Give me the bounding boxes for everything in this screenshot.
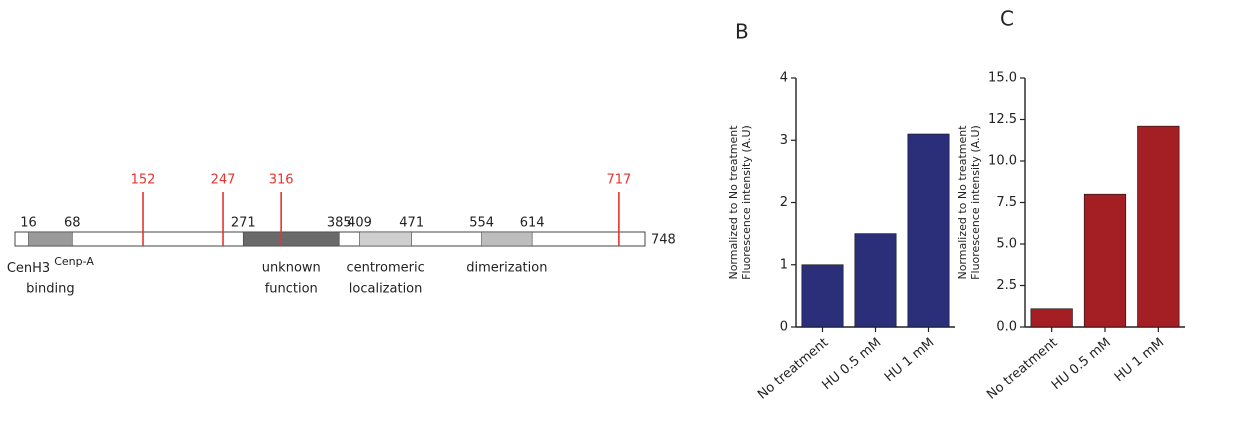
y-tick-label: 1 xyxy=(780,257,788,272)
panel-label: C xyxy=(1000,7,1014,31)
bar xyxy=(1083,193,1127,328)
y-tick-label: 2.5 xyxy=(996,278,1017,293)
domain-start-label: 554 xyxy=(469,216,494,231)
domain-end-label: 614 xyxy=(520,216,545,231)
y-tick-label: 3 xyxy=(780,133,788,148)
domain-label-sup: Cenp-A xyxy=(54,255,94,268)
x-tick-label: No treatment xyxy=(984,335,1060,402)
y-axis-label: Normalized to No treatment xyxy=(727,125,740,280)
domain-label: centromeric xyxy=(346,261,424,276)
y-axis-label: Fluorescence intensity (A.U) xyxy=(969,125,982,280)
site-label: 316 xyxy=(269,173,294,188)
domain-label: binding xyxy=(26,282,74,297)
domain-label: localization xyxy=(349,282,423,297)
panel-label: B xyxy=(735,20,749,44)
y-axis-label: Normalized to No treatment xyxy=(956,125,969,280)
y-tick-label: 5.0 xyxy=(996,237,1017,252)
site-label: 247 xyxy=(211,173,236,188)
protein-length: 748 xyxy=(651,233,676,248)
domain-label: CenH3 Cenp-A xyxy=(7,255,95,276)
domain-start-label: 271 xyxy=(231,216,256,231)
y-tick-label: 0.0 xyxy=(996,320,1017,335)
domain-label-main: CenH3 xyxy=(7,261,50,276)
domain-label: unknown xyxy=(262,261,321,276)
x-tick-label: No treatment xyxy=(755,335,831,402)
domain-end-label: 471 xyxy=(399,216,424,231)
domain-end-label: 68 xyxy=(64,216,81,231)
domain xyxy=(242,231,340,247)
bar xyxy=(907,133,950,328)
y-axis-label: Fluorescence intensity (A.U) xyxy=(740,125,753,280)
y-tick-label: 12.5 xyxy=(988,112,1017,127)
domain-end-label: 385 xyxy=(327,216,352,231)
y-tick-label: 2 xyxy=(780,195,788,210)
y-tick-label: 15.0 xyxy=(988,71,1017,86)
x-tick-label: HU 1 mM xyxy=(882,335,937,385)
x-tick-label: HU 0.5 mM xyxy=(1049,335,1114,393)
x-tick-label: HU 0.5 mM xyxy=(819,335,884,393)
bar xyxy=(854,233,897,328)
domain xyxy=(359,231,412,247)
site-label: 717 xyxy=(606,173,631,188)
y-tick-label: 4 xyxy=(780,71,788,86)
domain xyxy=(481,231,533,247)
bar xyxy=(1137,125,1180,328)
bar xyxy=(1030,308,1073,328)
y-tick-label: 7.5 xyxy=(996,195,1017,210)
bar xyxy=(801,264,844,328)
site-label: 152 xyxy=(131,173,156,188)
y-tick-label: 0 xyxy=(780,320,788,335)
domain-start-label: 16 xyxy=(20,216,37,231)
domain-start-label: 409 xyxy=(347,216,372,231)
x-tick-label: HU 1 mM xyxy=(1112,335,1167,385)
domain-label: dimerization xyxy=(466,261,547,276)
domain-label: function xyxy=(265,282,318,297)
y-tick-label: 10.0 xyxy=(988,154,1017,169)
domain xyxy=(28,231,73,247)
